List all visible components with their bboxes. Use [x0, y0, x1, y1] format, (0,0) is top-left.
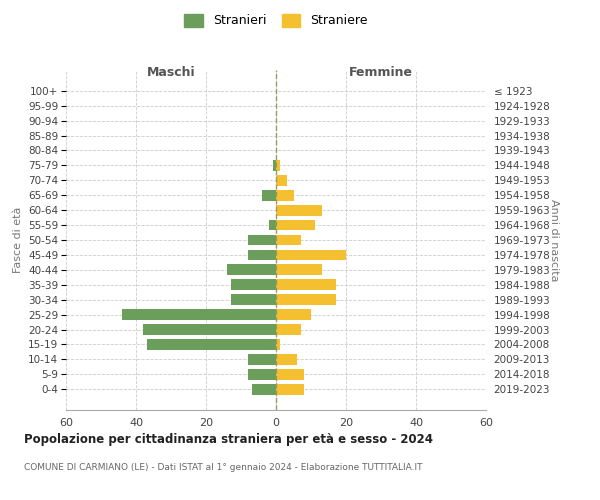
Bar	[276, 205, 322, 216]
Bar	[248, 369, 276, 380]
Bar	[230, 280, 276, 290]
Bar	[276, 294, 335, 305]
Bar	[276, 369, 304, 380]
Text: COMUNE DI CARMIANO (LE) - Dati ISTAT al 1° gennaio 2024 - Elaborazione TUTTITALI: COMUNE DI CARMIANO (LE) - Dati ISTAT al …	[24, 462, 422, 471]
Bar	[146, 339, 276, 350]
Bar	[276, 309, 311, 320]
Bar	[276, 339, 280, 350]
Bar	[248, 234, 276, 246]
Bar	[276, 160, 280, 171]
Text: Femmine: Femmine	[349, 66, 413, 79]
Bar	[276, 190, 293, 200]
Bar	[276, 324, 301, 335]
Bar	[227, 264, 276, 275]
Bar	[276, 384, 304, 394]
Bar	[276, 175, 287, 186]
Bar	[251, 384, 276, 394]
Bar	[248, 354, 276, 364]
Bar	[122, 309, 276, 320]
Bar	[248, 250, 276, 260]
Bar	[276, 264, 322, 275]
Text: Popolazione per cittadinanza straniera per età e sesso - 2024: Popolazione per cittadinanza straniera p…	[24, 432, 433, 446]
Bar	[269, 220, 276, 230]
Bar	[230, 294, 276, 305]
Bar	[276, 354, 297, 364]
Y-axis label: Anni di nascita: Anni di nascita	[549, 198, 559, 281]
Bar	[143, 324, 276, 335]
Legend: Stranieri, Straniere: Stranieri, Straniere	[179, 8, 373, 32]
Bar	[262, 190, 276, 200]
Bar	[276, 220, 314, 230]
Bar	[276, 280, 335, 290]
Y-axis label: Fasce di età: Fasce di età	[13, 207, 23, 273]
Bar	[276, 234, 301, 246]
Text: Maschi: Maschi	[146, 66, 196, 79]
Bar	[272, 160, 276, 171]
Bar	[276, 250, 346, 260]
